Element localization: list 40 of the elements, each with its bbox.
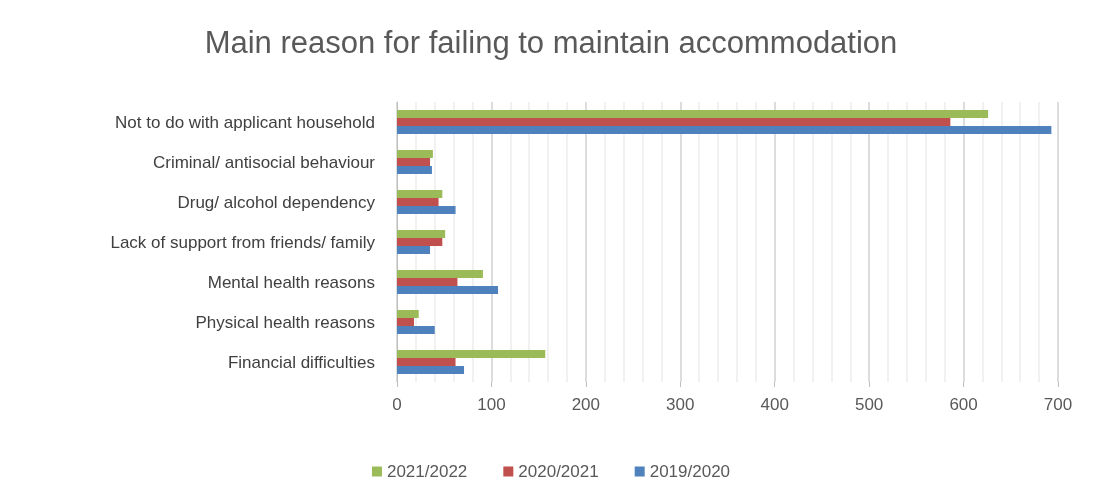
bar — [397, 126, 1052, 134]
y-tick-label: Mental health reasons — [207, 272, 375, 292]
bar — [397, 198, 439, 206]
bar — [397, 246, 431, 254]
bar — [397, 158, 431, 166]
bar — [397, 110, 989, 118]
y-tick-label: Financial difficulties — [227, 352, 375, 372]
legend-label: 2020/2021 — [518, 462, 599, 481]
bar — [397, 270, 483, 278]
bar — [397, 310, 419, 318]
y-tick-label: Lack of support from friends/ family — [110, 232, 376, 252]
bar — [397, 150, 433, 158]
y-tick-label: Drug/ alcohol dependency — [177, 192, 376, 212]
y-tick-label: Criminal/ antisocial behaviour — [152, 152, 376, 172]
x-tick-label: 700 — [1043, 395, 1073, 414]
legend-label: 2021/2022 — [386, 462, 468, 481]
bar — [397, 318, 414, 326]
chart-title: Main reason for failing to maintain accommodation — [204, 25, 898, 60]
y-tick-label: Physical health reasons — [195, 312, 375, 332]
x-tick-label: 300 — [666, 395, 695, 414]
bar — [397, 350, 546, 358]
bar — [397, 230, 446, 238]
x-tick-label: 200 — [571, 395, 601, 414]
bar — [397, 366, 465, 374]
x-tick-label: 600 — [949, 395, 978, 414]
y-tick-label: Not to do with applicant household — [115, 112, 375, 132]
bar — [397, 190, 443, 198]
x-tick-label: 500 — [854, 395, 884, 414]
bar — [397, 166, 432, 174]
x-tick-label: 400 — [760, 395, 789, 414]
bar — [397, 326, 435, 334]
x-tick-label: 0 — [392, 395, 402, 414]
legend-label: 2019/2020 — [649, 462, 731, 481]
x-tick-label: 100 — [477, 395, 506, 414]
bar — [397, 278, 458, 286]
bar — [397, 358, 456, 366]
bar — [397, 238, 443, 246]
bar — [397, 286, 499, 294]
bar — [397, 206, 456, 214]
bar — [397, 118, 951, 126]
